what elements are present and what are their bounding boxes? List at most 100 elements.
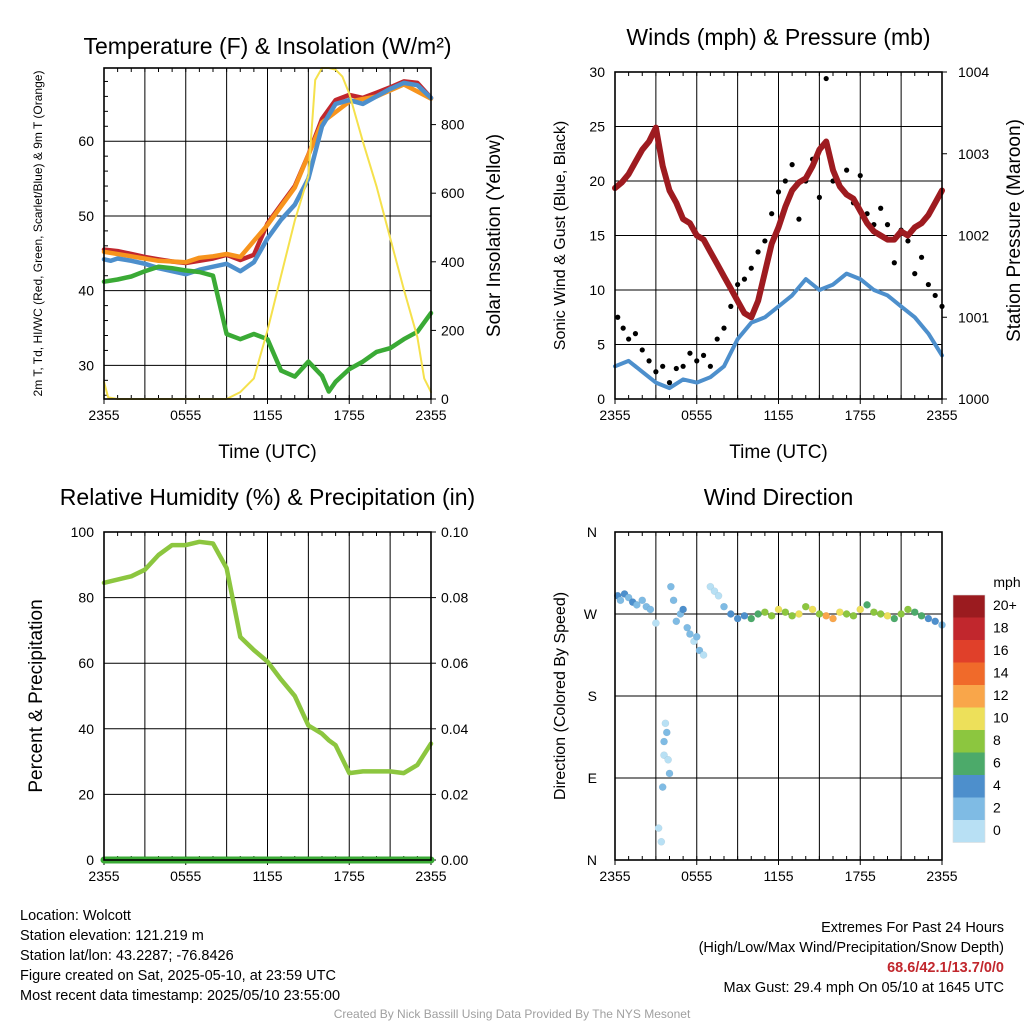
- y-tick-label: 80: [78, 590, 94, 606]
- colorbar-label: 14: [993, 665, 1009, 681]
- y-right-tick-label: 400: [441, 254, 465, 270]
- colorbar-swatch: [953, 640, 985, 663]
- colorbar-swatch: [953, 595, 985, 618]
- gust-point: [857, 172, 863, 179]
- gust-point: [646, 358, 652, 364]
- gust-point: [775, 189, 782, 195]
- colorbar-swatch: [953, 775, 985, 798]
- direction-point: [669, 596, 678, 605]
- direction-point: [795, 610, 803, 618]
- y-axis-label: Percent & Precipitation: [26, 599, 47, 792]
- gust-point: [680, 363, 686, 369]
- y-right-tick-label: 0.02: [441, 786, 468, 802]
- x-tick-label: 2355: [88, 868, 119, 884]
- gust-point: [721, 325, 727, 331]
- chart-title: Winds (mph) & Pressure (mb): [626, 24, 930, 50]
- gust-point: [639, 347, 645, 353]
- y-tick-label: 40: [78, 721, 94, 737]
- direction-point: [660, 737, 668, 746]
- x-tick-label: 0555: [170, 407, 201, 423]
- gust-point: [714, 336, 720, 342]
- max-gust: Max Gust: 29.4 mph On 05/10 at 1645 UTC: [723, 980, 1004, 996]
- gust-point: [905, 238, 911, 244]
- direction-point: [714, 591, 723, 600]
- y-tick-label: S: [588, 688, 597, 704]
- gust-point: [912, 271, 918, 277]
- y-axis-label: Direction (Colored By Speed): [552, 592, 569, 800]
- y-tick-label: 0: [86, 852, 94, 868]
- gust-point: [932, 292, 938, 299]
- direction-point: [692, 632, 701, 641]
- gust-point: [769, 211, 775, 217]
- chart-title: Temperature (F) & Insolation (W/m²): [83, 33, 451, 59]
- series-line: [613, 271, 944, 391]
- gust-point: [796, 216, 802, 222]
- direction-point: [863, 601, 871, 609]
- y-tick-label: 5: [597, 337, 605, 353]
- y-right-tick-label: 0.04: [441, 721, 468, 737]
- direction-point: [654, 824, 663, 832]
- y-right-tick-label: 0.08: [441, 590, 468, 606]
- direction-point: [747, 614, 756, 623]
- direction-point: [672, 617, 681, 626]
- colorbar-title: mph: [993, 574, 1020, 590]
- x-tick-label: 1755: [334, 868, 365, 884]
- y-tick-label: E: [588, 770, 597, 786]
- colorbar-label: 18: [993, 620, 1009, 636]
- colorbar-label: 12: [993, 687, 1009, 703]
- y-axis-label: 2m T, Td, HI/WC (Red, Green, Scarlet/Blu…: [31, 71, 45, 397]
- direction-point: [870, 608, 878, 617]
- gust-point: [707, 363, 713, 369]
- y-tick-label: 20: [78, 786, 94, 802]
- direction-point: [917, 611, 926, 620]
- colorbar-swatch: [953, 730, 985, 753]
- x-tick-label: 1155: [763, 407, 793, 423]
- gust-point: [700, 352, 707, 358]
- gust-point: [615, 314, 621, 320]
- direction-point: [646, 605, 655, 614]
- info-created: Figure created on Sat, 2025-05-10, at 23…: [20, 968, 336, 984]
- series-line: [101, 82, 434, 265]
- info-location: Location: Wolcott: [20, 908, 131, 924]
- speed-colorbar: mph 20+ 18 16 14 12 10 8 6 4 2 0: [952, 574, 1021, 843]
- y-tick-label: 60: [78, 655, 94, 671]
- series-line: [101, 539, 434, 776]
- x-tick-label: 2355: [926, 868, 957, 884]
- y-tick-label: 30: [589, 64, 605, 80]
- colorbar-swatch: [953, 662, 985, 685]
- extremes-title: Extremes For Past 24 Hours: [821, 920, 1004, 936]
- direction-point: [652, 619, 660, 627]
- colorbar-label: 10: [993, 710, 1009, 726]
- y-right-tick-label: 0.10: [441, 524, 468, 540]
- direction-point: [883, 611, 892, 620]
- plot-border: [614, 531, 943, 861]
- y-tick-label: 100: [71, 524, 95, 540]
- gust-point: [728, 303, 734, 309]
- series-line: [101, 264, 434, 394]
- direction-point: [686, 630, 694, 638]
- y-right-axis-label: Station Pressure (Maroon): [1004, 119, 1024, 342]
- direction-point: [699, 651, 708, 659]
- x-tick-label: 2355: [599, 407, 630, 423]
- y-tick-label: 30: [78, 357, 94, 373]
- meteogram-canvas: 2355 0555 1155 1755 235530405060020040060080…: [26, 24, 1024, 884]
- gust-point: [660, 363, 666, 369]
- colorbar-swatch: [953, 617, 985, 640]
- direction-point: [842, 610, 851, 618]
- colorbar-swatch: [953, 752, 985, 775]
- gust-point: [694, 358, 700, 364]
- direction-point: [720, 602, 728, 611]
- colorbar-label: 4: [993, 777, 1001, 793]
- direction-point: [808, 605, 817, 614]
- series-line: [612, 124, 945, 321]
- y-right-tick-label: 800: [441, 117, 465, 133]
- x-tick-label: 1755: [845, 868, 876, 884]
- x-tick-label: 1155: [252, 868, 282, 884]
- colorbar-label: 0: [993, 822, 1001, 838]
- extremes-values: 68.6/42.1/13.7/0/0: [887, 960, 1004, 976]
- direction-point: [876, 610, 885, 618]
- gust-point: [782, 178, 788, 184]
- gust-point: [666, 380, 673, 386]
- y-right-tick-label: 0.06: [441, 655, 468, 671]
